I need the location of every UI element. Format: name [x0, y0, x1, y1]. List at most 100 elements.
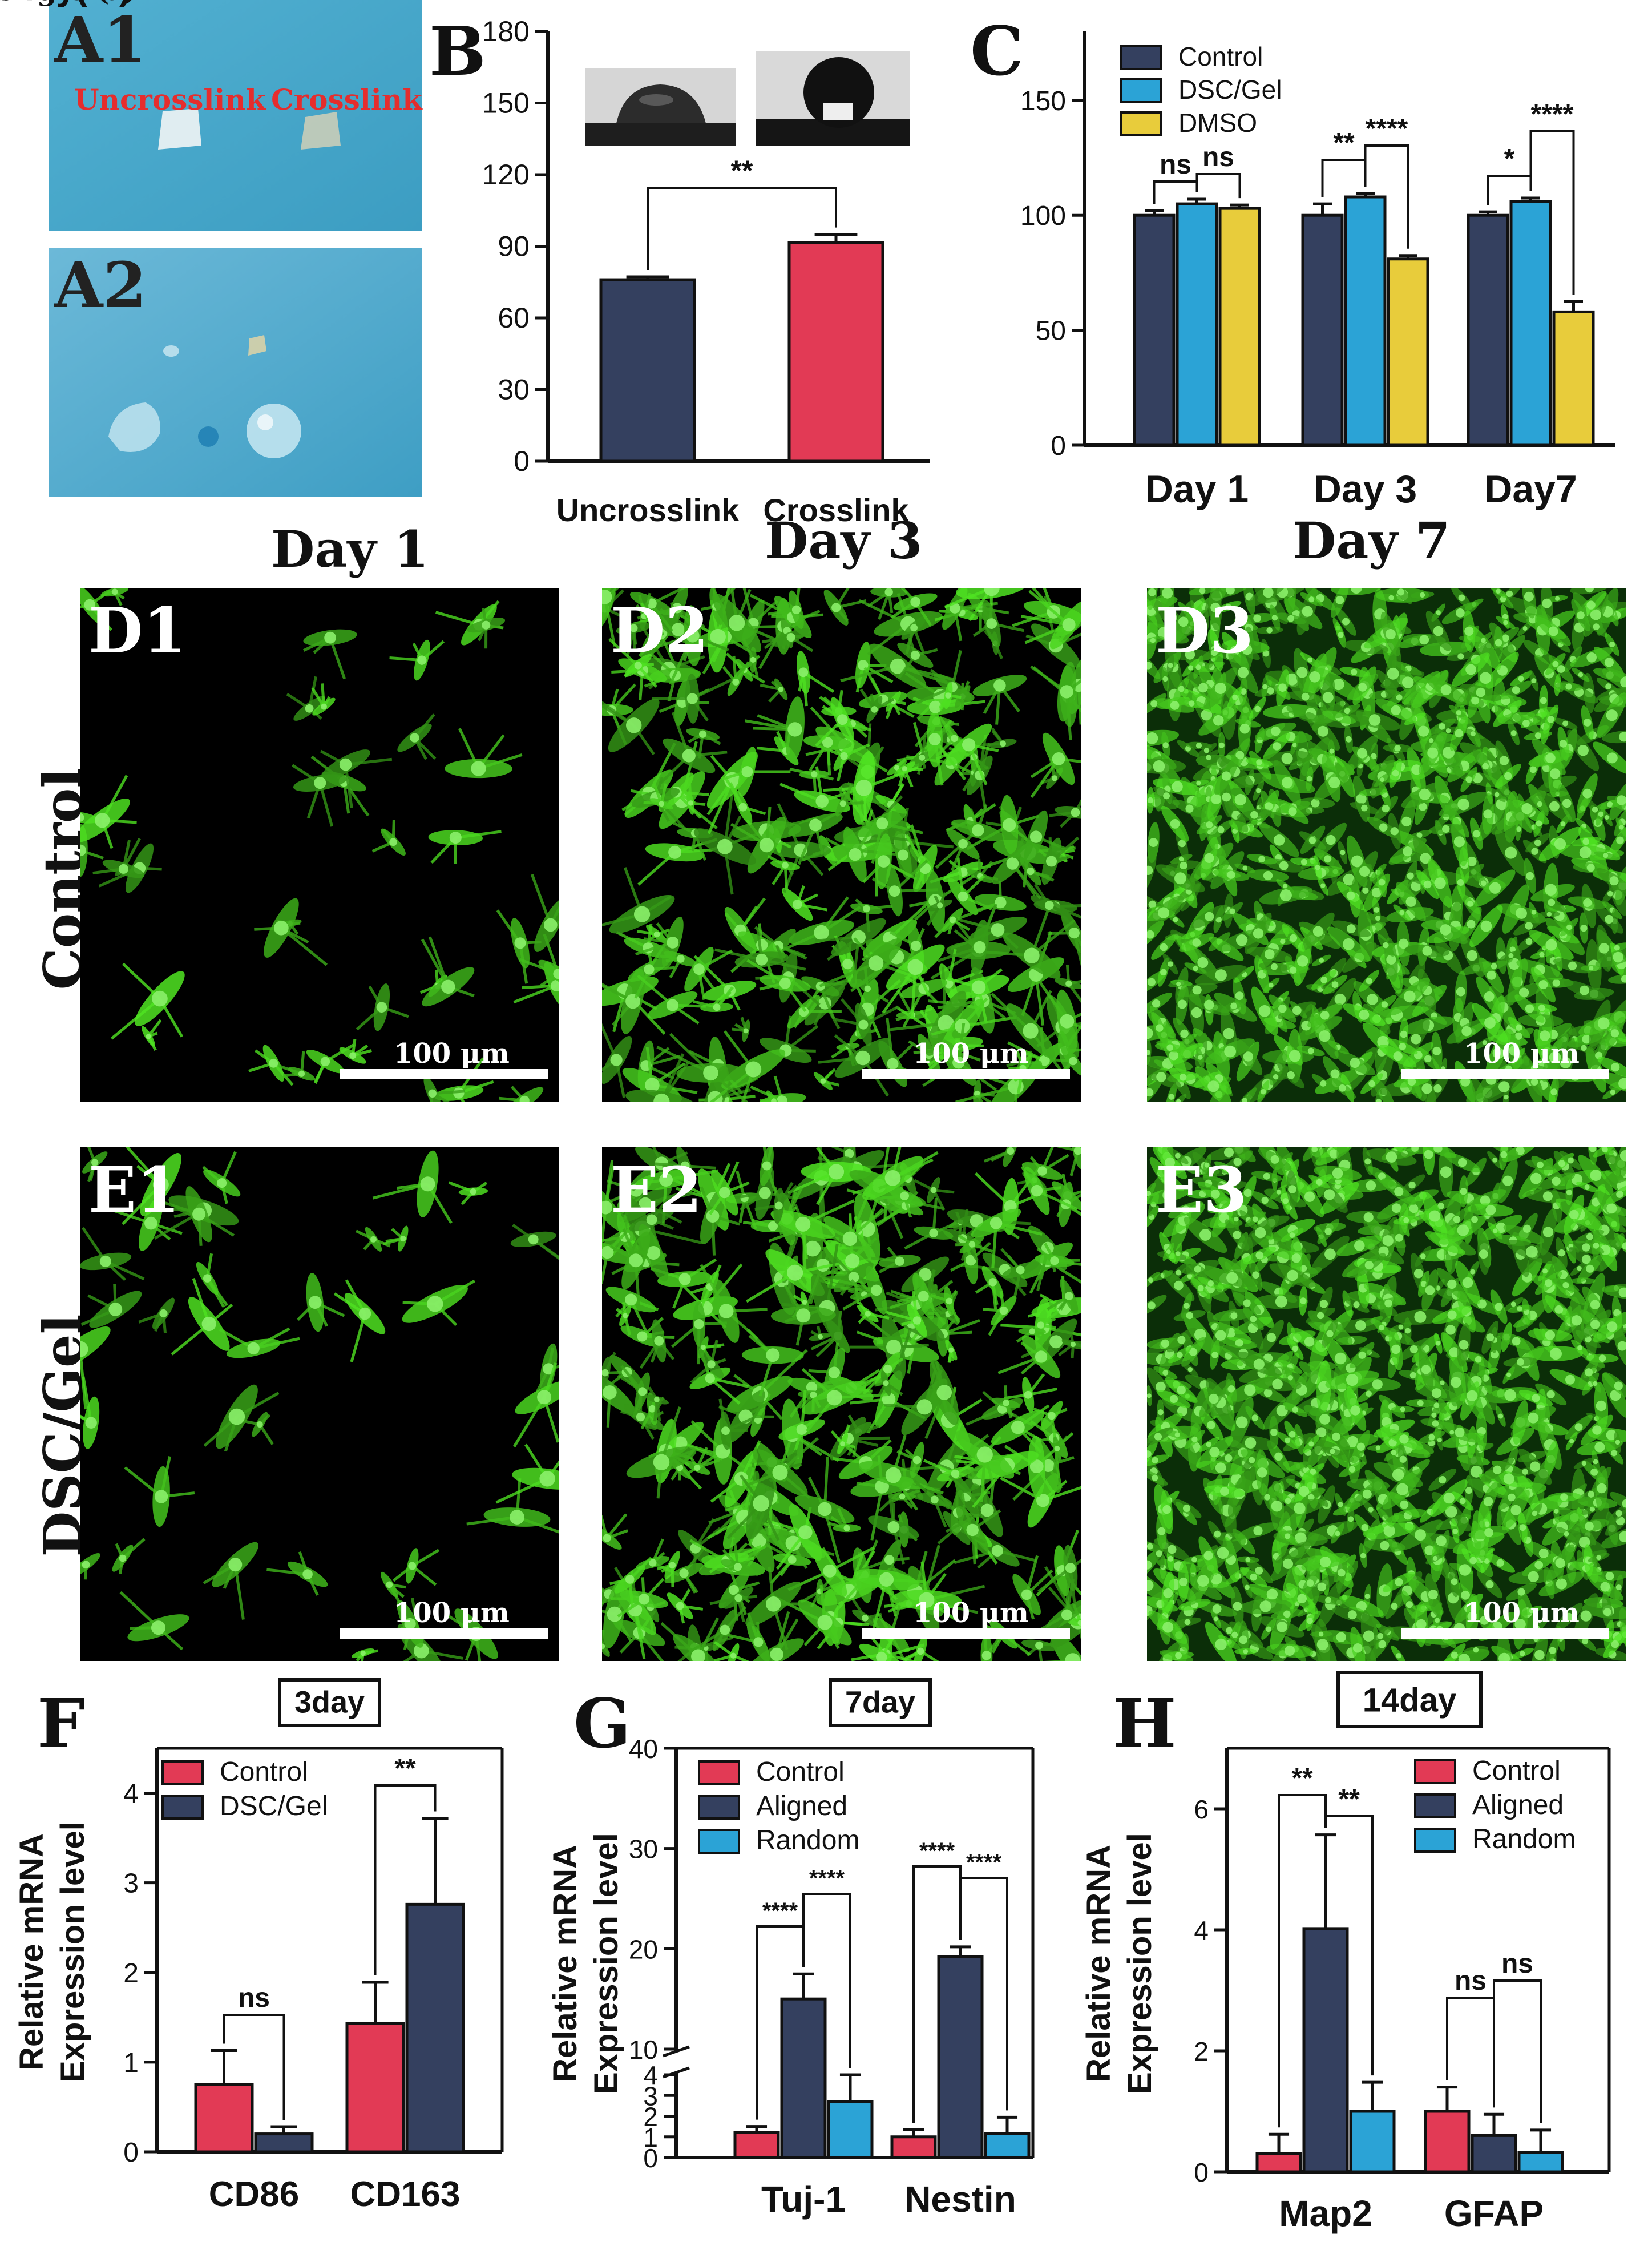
scale-bar-e2 [862, 1628, 1070, 1639]
y-tick-label: 150 [482, 87, 530, 119]
bar [1301, 213, 1344, 447]
significance-bracket [1195, 173, 1241, 199]
y-tick-label: 2 [643, 2102, 658, 2132]
x-tick-label: Nestin [904, 2179, 1016, 2220]
crosslinked-film [301, 112, 341, 150]
significance-label: ** [1333, 128, 1355, 158]
legend-label: DMSO [1178, 108, 1257, 138]
scale-text-e1: 100 μm [394, 1597, 510, 1629]
significance-bracket [802, 1893, 851, 2068]
significance-bracket [1446, 1997, 1495, 2108]
panel-label-e1: E1 [88, 1153, 180, 1227]
micrograph-cells [80, 1147, 559, 1661]
scale-bar-d2 [862, 1069, 1070, 1079]
micrograph-cells [1147, 588, 1626, 1102]
legend-swatch [1414, 1828, 1456, 1853]
scale-bar-d1 [340, 1069, 548, 1079]
micrograph-d3 [1147, 588, 1626, 1102]
bar [937, 1955, 984, 2159]
bar [733, 2131, 780, 2159]
panel-label-e2: E2 [611, 1153, 702, 1227]
micrograph-e3 [1147, 1147, 1626, 1661]
x-tick-label: Tuj-1 [761, 2179, 846, 2220]
significance-label: ns [1202, 142, 1234, 172]
legend-label: DSC/Gel [220, 1791, 328, 1821]
axis-break-mark [663, 2045, 690, 2058]
significance-label: **** [809, 1866, 845, 1891]
micrograph-d2 [602, 588, 1081, 1102]
x-tick-label: Uncrosslink [556, 492, 740, 528]
y-axis-label: Contact angle (°) [0, 0, 137, 7]
y-tick-label: 50 [1036, 316, 1066, 346]
significance-label: **** [966, 1850, 1002, 1875]
y-tick-label: 30 [498, 374, 530, 406]
significance-label: ** [394, 1753, 416, 1784]
panel-label-c: C [970, 11, 1024, 91]
y-tick-label: 150 [1020, 86, 1066, 116]
axis-break-mark [663, 2066, 690, 2079]
legend-label: Aligned [1472, 1790, 1564, 1820]
uncrosslinked-film [158, 108, 201, 150]
y-tick-label: 180 [482, 15, 530, 47]
y-tick-label: 40 [629, 1734, 658, 1764]
significance-bracket [1493, 1979, 1542, 2123]
micrograph-cells [602, 588, 1081, 1102]
micrograph-e2 [602, 1147, 1081, 1661]
legend-swatch [1414, 1759, 1456, 1784]
y-axis-label: Relative mRNA [13, 1833, 50, 2071]
legend-swatch [698, 1795, 740, 1820]
bar [780, 1997, 827, 2159]
legend-swatch [698, 1829, 740, 1854]
significance-label: ** [1338, 1784, 1360, 1815]
legend-label: Control [756, 1757, 845, 1787]
y-tick-label: 4 [1194, 1916, 1209, 1945]
chart-title-box [829, 1678, 932, 1727]
legend-swatch [1414, 1793, 1456, 1818]
micrograph-cells [602, 1147, 1081, 1661]
bar [1133, 213, 1176, 447]
panel-label-d1: D1 [88, 594, 187, 667]
significance-label: ** [731, 155, 753, 187]
legend-label: Random [756, 1825, 859, 1856]
y-tick-label: 10 [629, 2035, 658, 2065]
legend-swatch [161, 1795, 204, 1820]
panel-label-f: F [37, 1684, 85, 1763]
y-tick-label: 0 [1194, 2158, 1209, 2187]
uncrosslink-label: Uncrosslink [74, 83, 266, 116]
y-tick-label: 120 [482, 159, 530, 191]
y-tick-label: 90 [498, 231, 530, 263]
y-tick-label: 3 [643, 2081, 658, 2111]
x-tick-label: Day 3 [1314, 467, 1417, 511]
y-tick-label: 100 [1020, 201, 1066, 231]
significance-bracket [374, 1784, 437, 1976]
photo-a1 [49, 0, 422, 231]
y-axis-label: Cell viability(%) [0, 0, 131, 8]
significance-label: **** [1531, 99, 1574, 130]
y-tick-label: 20 [629, 1934, 658, 1964]
significance-bracket [959, 1877, 1008, 2111]
y-tick-label: 0 [1051, 431, 1066, 461]
legend-label: Random [1472, 1824, 1576, 1854]
y-tick-label: 4 [123, 1779, 139, 1809]
panel-label-e3: E3 [1156, 1153, 1247, 1227]
scale-text-e3: 100 μm [1464, 1597, 1580, 1629]
x-tick-label: CD163 [350, 2175, 461, 2214]
bar [1344, 195, 1387, 447]
y-tick-label: 3 [123, 1869, 139, 1899]
bar [984, 2132, 1031, 2159]
legend-swatch [1120, 111, 1162, 136]
y-tick-label: 1 [643, 2123, 658, 2152]
scale-text-d1: 100 μm [394, 1038, 510, 1070]
y-tick-label: 60 [498, 302, 530, 334]
micrograph-d1 [80, 588, 559, 1102]
y-axis-label: Relative mRNA [1080, 1845, 1117, 2082]
bar [1176, 202, 1218, 447]
legend-label: DSC/Gel [1178, 75, 1282, 104]
droplet-photo-uncrosslink [585, 68, 736, 146]
panel-label-a2: A2 [54, 248, 147, 322]
x-tick-label: Day7 [1484, 467, 1577, 511]
x-tick-label: CD86 [209, 2175, 300, 2214]
